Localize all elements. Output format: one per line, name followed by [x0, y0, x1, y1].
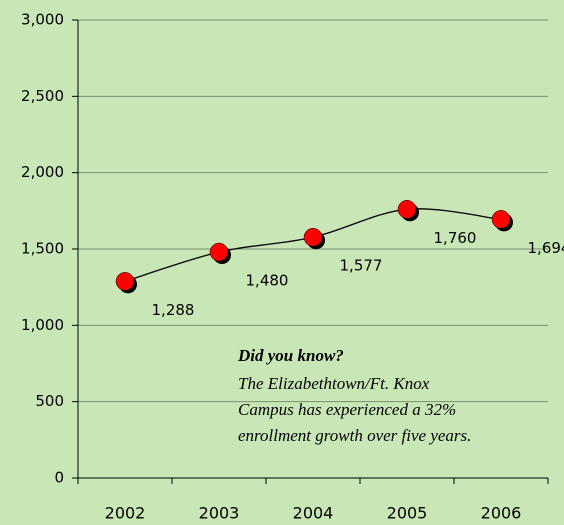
x-tick-label: 2003	[199, 504, 240, 523]
annotation-title: Did you know?	[237, 346, 344, 365]
data-label: 1,760	[434, 229, 477, 247]
y-tick-label: 2,000	[21, 163, 64, 181]
y-tick-label: 1,000	[21, 316, 64, 334]
x-tick-label: 2004	[293, 504, 334, 523]
y-tick-label: 500	[35, 392, 64, 410]
y-tick-label: 3,000	[21, 11, 64, 29]
x-tick-label: 2002	[105, 504, 146, 523]
data-label: 1,288	[152, 301, 195, 319]
y-tick-label: 2,500	[21, 87, 64, 105]
annotation-line: Campus has experienced a 32%	[238, 400, 456, 419]
data-label: 1,694	[528, 239, 564, 257]
y-tick-label: 1,500	[21, 240, 64, 258]
annotation-line: The Elizabethtown/Ft. Knox	[238, 374, 430, 393]
marker	[115, 272, 135, 291]
annotation-line: enrollment growth over five years.	[238, 426, 471, 445]
x-tick-label: 2005	[387, 504, 428, 523]
data-label: 1,577	[340, 257, 383, 275]
data-label: 1,480	[246, 272, 289, 290]
marker	[209, 242, 229, 262]
marker	[397, 200, 417, 219]
marker	[303, 227, 323, 247]
x-tick-label: 2006	[481, 504, 522, 523]
marker	[491, 210, 511, 229]
y-tick-label: 0	[54, 469, 64, 487]
